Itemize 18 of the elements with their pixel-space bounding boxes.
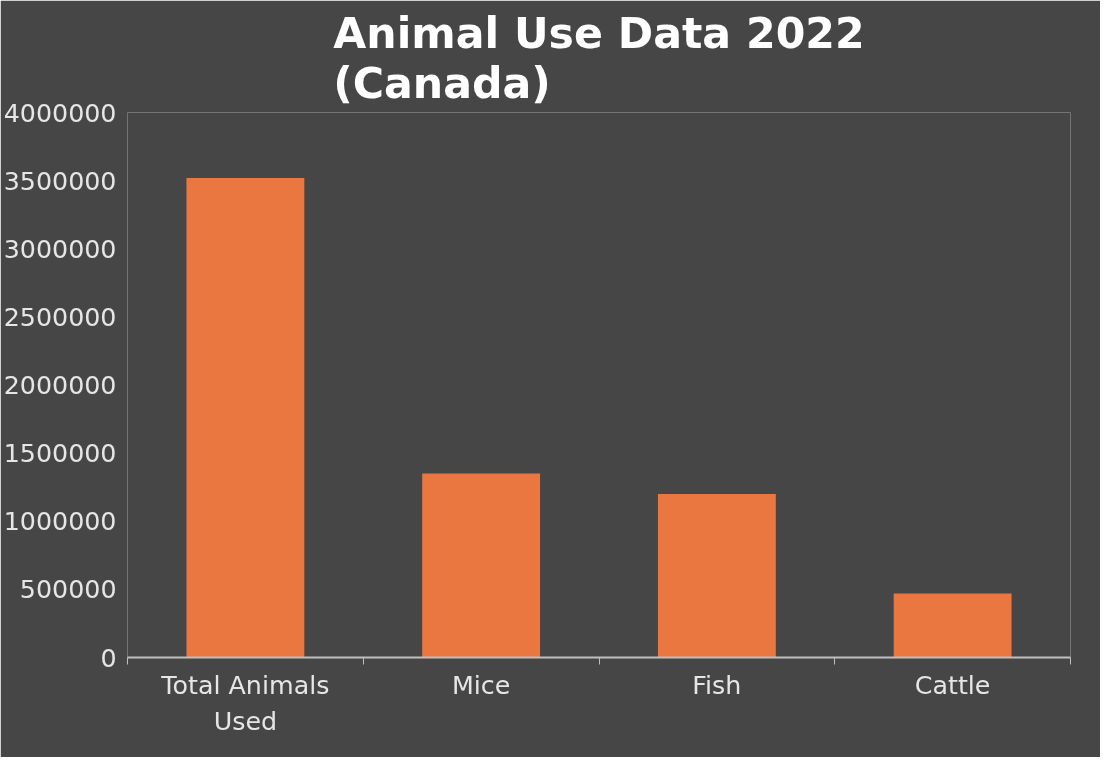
y-tick-label: 4000000 [3,97,117,128]
bar [893,593,1012,658]
y-tick-label: 1500000 [3,438,117,469]
y-tick-label: 2500000 [3,301,117,332]
y-tick-label: 500000 [19,574,117,605]
x-tick-label: Total Animals Used [160,669,330,736]
y-tick-label: 3500000 [3,165,117,196]
y-tick-label: 0 [100,642,117,673]
bar [422,473,541,658]
bar [186,177,305,658]
x-tick-label: Mice [451,669,511,700]
y-tick-label: 3000000 [3,233,117,264]
x-tick-label: Fish [692,669,742,700]
bar [657,494,776,658]
y-tick-label: 1000000 [3,506,117,537]
chart-title: Animal Use Data 2022 (Canada) [333,7,865,108]
y-tick-label: 2000000 [3,370,117,400]
x-tick-label: Cattle [914,669,991,700]
